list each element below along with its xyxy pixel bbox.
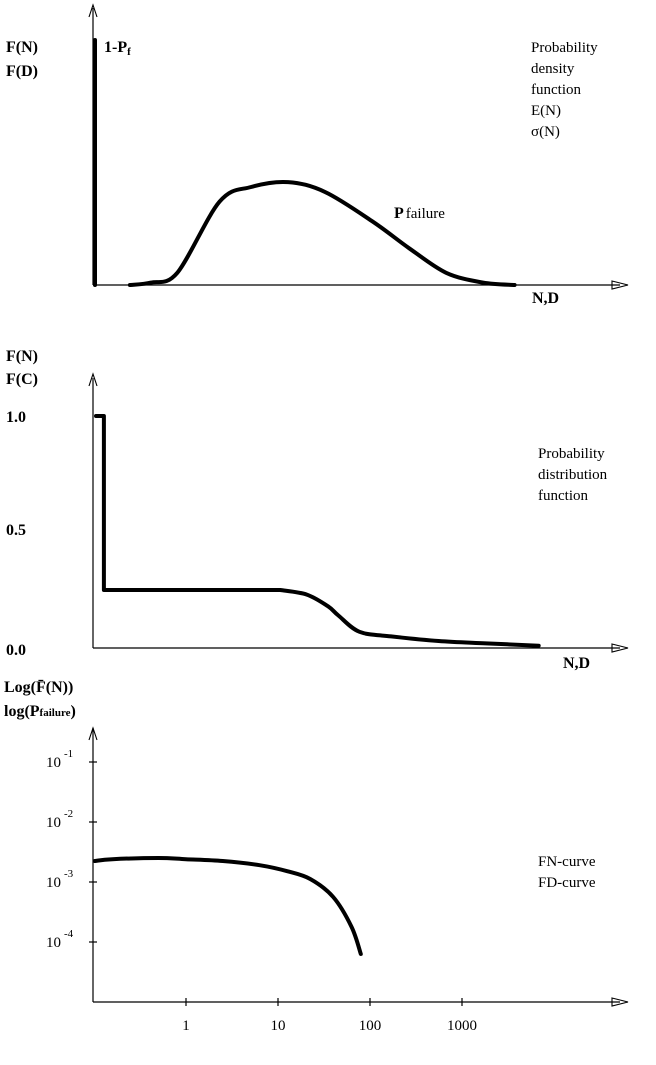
panel3-ytick-label: 10-1: [46, 748, 73, 771]
panel1-spike-label: 1-Pf: [104, 39, 131, 58]
panel3-ylabel-line1: Log(F̄(N)): [4, 677, 73, 696]
panel2-ylabel-line2: F(C): [6, 371, 38, 388]
panel3-ylabel-line2: log(Pfailure): [4, 703, 76, 720]
panel3-ytick-label: 10-4: [46, 928, 74, 951]
panel1-desc-line1: Probability: [531, 40, 598, 56]
panel1-x-arrow: [611, 280, 629, 290]
panel3-ytick-label: 10-3: [46, 868, 74, 891]
panel-distribution: F(N) F(C) 1.0 0.5 0.0 N,D Probability di…: [6, 348, 629, 672]
panel3-y-arrow: [88, 726, 98, 741]
panel3-xtick-label: 10: [271, 1018, 286, 1034]
panel1-desc-line3: function: [531, 82, 581, 98]
panel-fn-curve: Log(F̄(N)) log(Pfailure) 10-110-210-310-…: [4, 677, 629, 1034]
panel3-xtick-label: 100: [359, 1018, 382, 1034]
panel1-ylabel-line1: F(N): [6, 39, 38, 56]
panel3-xticks: 1 10 100 1000: [182, 998, 477, 1034]
panel2-ylabel-line1: F(N): [6, 348, 38, 365]
panel3-yticks: 10-1 10-2 10-3 10-4: [46, 748, 97, 951]
panel2-y-arrow: [88, 372, 98, 387]
panel2-desc-line1: Probability: [538, 446, 605, 462]
panel2-desc-line3: function: [538, 488, 588, 504]
panel1-description: Probability density function E(N) σ(N): [531, 40, 598, 140]
panel3-desc-line1: FN-curve: [538, 854, 596, 870]
panel3-x-arrow: [611, 997, 629, 1007]
panel1-y-arrow: [88, 3, 98, 18]
panel2-description: Probability distribution function: [538, 446, 608, 504]
panel2-x-arrow: [611, 643, 629, 653]
panel3-fn-curve: [93, 856, 363, 956]
panel2-ytick-1: 1.0: [6, 409, 26, 426]
panel1-desc-line5: σ(N): [531, 124, 560, 140]
panel2-ytick-2: 0.5: [6, 522, 26, 539]
panel1-desc-line4: E(N): [531, 103, 561, 119]
panel3-xtick-label: 1: [182, 1018, 190, 1034]
panel2-xlabel: N,D: [563, 655, 590, 672]
panel2-ytick-3: 0.0: [6, 642, 26, 659]
panel1-density-curve: [127, 179, 517, 287]
panel2-desc-line2: distribution: [538, 467, 608, 483]
panel1-desc-line2: density: [531, 61, 575, 77]
panel3-description: FN-curve FD-curve: [538, 854, 596, 891]
panel3-desc-line2: FD-curve: [538, 875, 596, 891]
panel3-xtick-label: 1000: [447, 1018, 477, 1034]
panel1-xlabel: N,D: [532, 290, 559, 307]
panel1-ylabel-line2: F(D): [6, 63, 38, 80]
panel3-ytick-label: 10-2: [46, 808, 73, 831]
panel2-distribution-curve: [94, 414, 541, 648]
